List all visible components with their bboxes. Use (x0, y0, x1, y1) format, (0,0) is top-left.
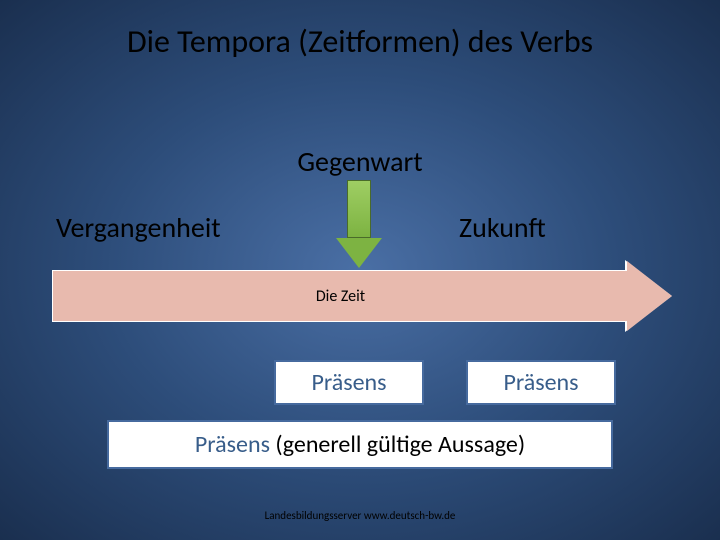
label-vergangenheit: Vergangenheit (56, 210, 221, 245)
timeline-arrow: Die Zeit (52, 262, 672, 330)
down-arrow-icon (336, 180, 382, 270)
praesens-box-2: Präsens (466, 360, 616, 405)
slide-title: Die Tempora (Zeitformen) des Verbs (0, 0, 720, 61)
wide-box-rest: (generell gültige Aussage) (270, 430, 525, 459)
footer-text: Landesbildungsserver www.deutsch-bw.de (0, 509, 720, 522)
label-zukunft: Zukunft (459, 210, 546, 245)
praesens-box-1: Präsens (274, 360, 424, 405)
wide-box-accent: Präsens (195, 430, 270, 459)
praesens-general-box: Präsens (generell gültige Aussage) (107, 420, 613, 469)
label-gegenwart: Gegenwart (0, 144, 720, 179)
timeline-label: Die Zeit (316, 287, 365, 306)
